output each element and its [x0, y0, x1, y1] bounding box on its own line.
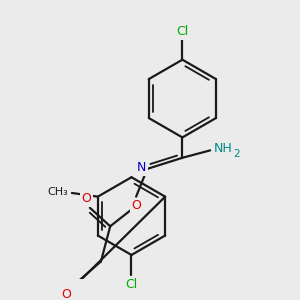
Text: Cl: Cl — [176, 26, 188, 38]
Text: O: O — [131, 200, 141, 212]
Text: N: N — [137, 161, 146, 175]
Text: Cl: Cl — [125, 278, 138, 291]
Text: NH: NH — [214, 142, 232, 155]
Text: O: O — [61, 288, 71, 300]
Text: CH₃: CH₃ — [47, 187, 68, 197]
Text: O: O — [81, 192, 91, 205]
Text: 2: 2 — [233, 149, 240, 159]
